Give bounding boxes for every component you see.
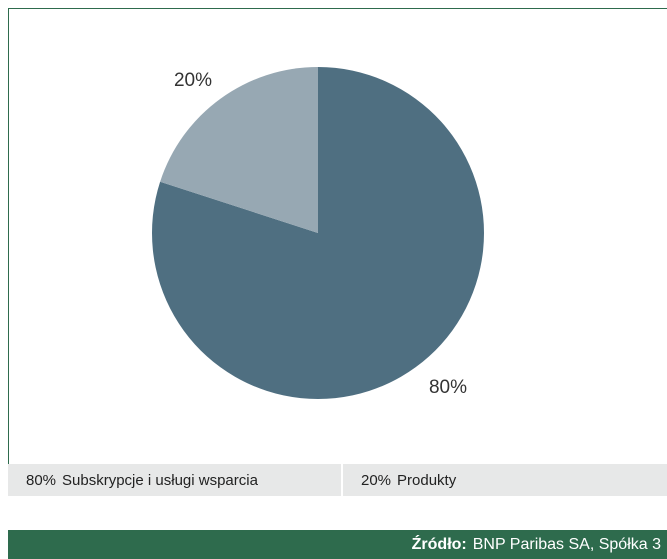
- legend-pct: 20%: [361, 471, 392, 489]
- legend-pct: 80%: [26, 471, 57, 489]
- pie-slice-label-1: 80%: [429, 377, 467, 398]
- legend-label: Subskrypcje i usługi wsparcia: [62, 471, 258, 489]
- pie-slice-label-2: 20%: [174, 70, 212, 91]
- source-text: BNP Paribas SA, Spółka 3: [472, 535, 661, 553]
- legend-label: Produkty: [397, 471, 457, 489]
- legend: 80% Subskrypcje i usługi wsparcia 20% Pr…: [8, 464, 667, 498]
- pie-slice-2: [160, 66, 318, 233]
- source-bar: Źródło: BNP Paribas SA, Spółka 3: [8, 530, 667, 559]
- pie-chart: 80% 20%: [151, 66, 484, 399]
- legend-item-subscriptions: 80% Subskrypcje i usługi wsparcia: [8, 464, 341, 496]
- source-label: Źródło:: [411, 535, 467, 553]
- legend-item-products: 20% Produkty: [343, 464, 667, 496]
